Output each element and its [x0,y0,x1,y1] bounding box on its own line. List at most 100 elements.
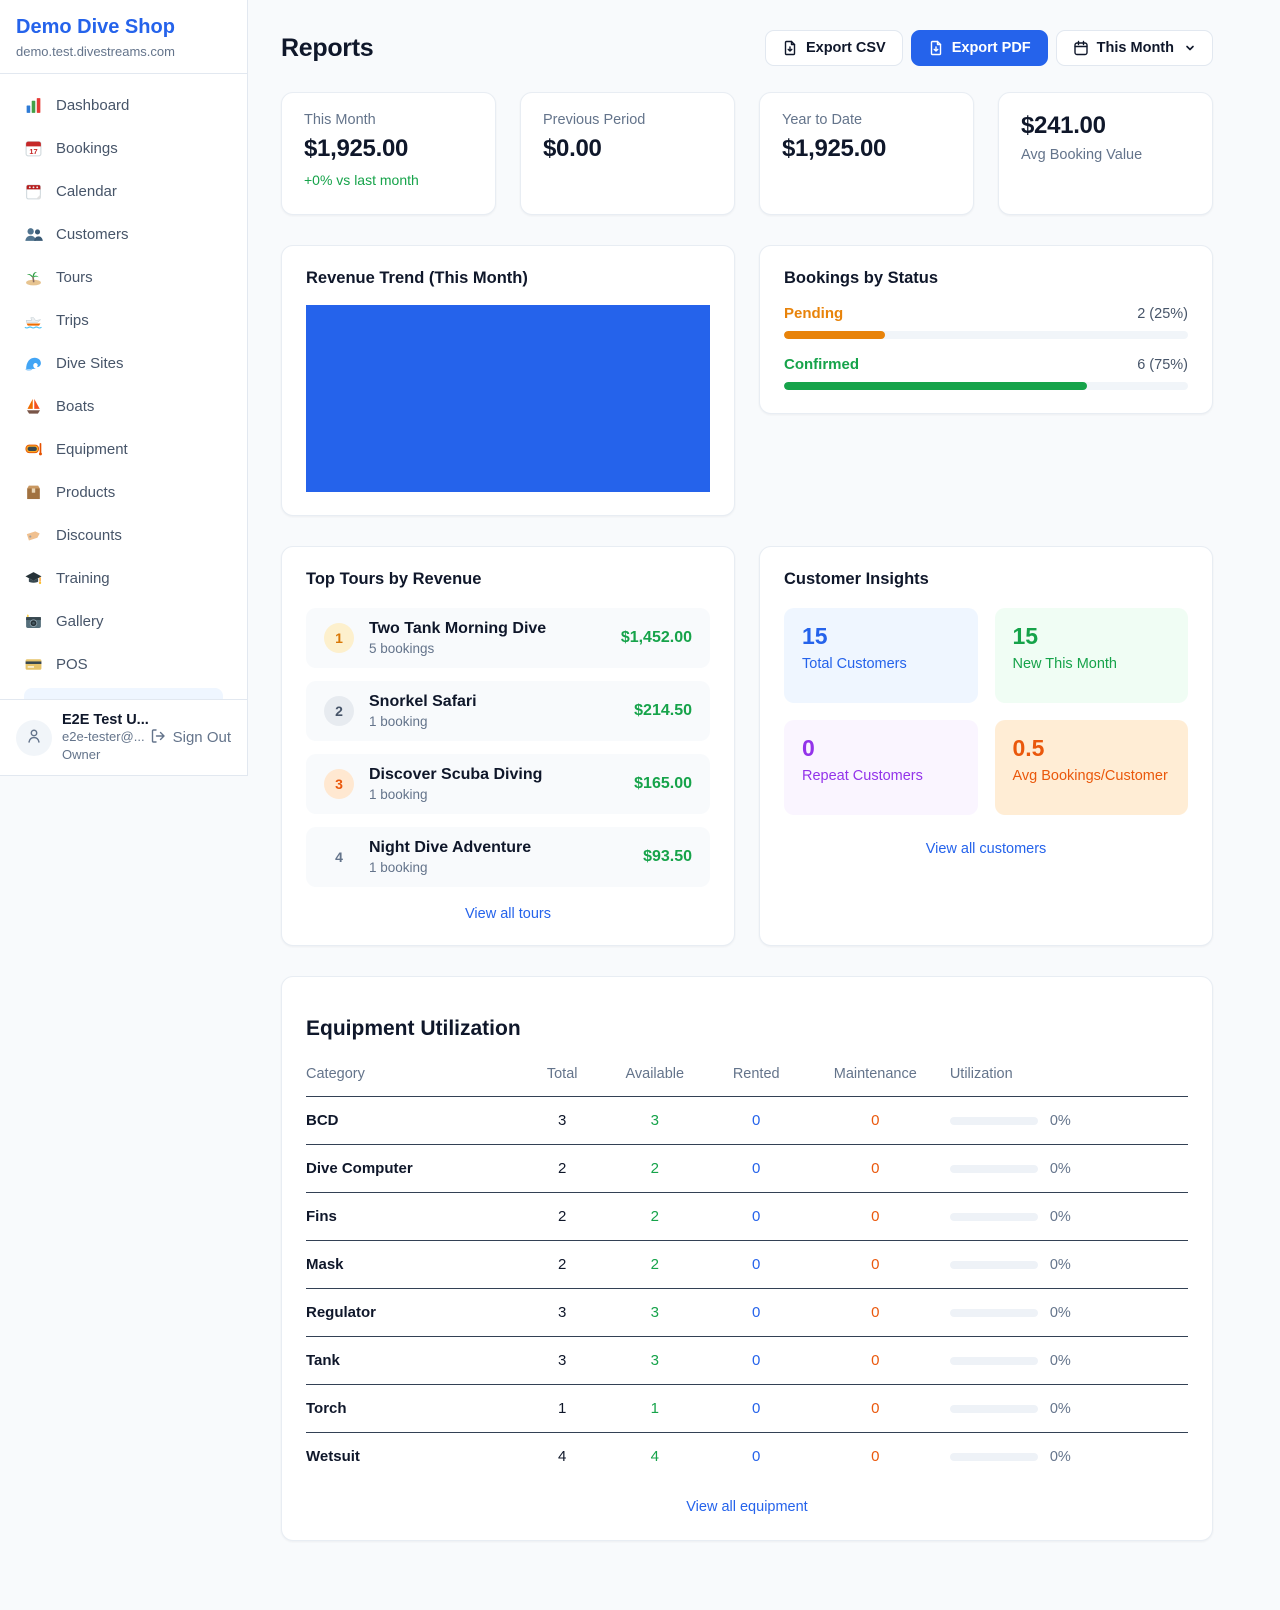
stat-card-avg-booking-value: $241.00 Avg Booking Value [998,92,1213,215]
user-icon [25,727,43,748]
sidebar: Demo Dive Shop demo.test.divestreams.com… [0,0,248,776]
utilization-text: 0% [1049,1208,1071,1225]
tile-value: 0.5 [1012,735,1045,761]
brand-name[interactable]: Demo Dive Shop [16,16,175,38]
cell-total: 3 [526,1336,606,1386]
tile-label: Total Customers [802,656,907,672]
tour-revenue: $1,452.00 [620,629,692,646]
utilization-text: 0% [1049,1256,1071,1273]
column-header-rented: Rented [711,1060,809,1098]
tour-revenue: $93.50 [643,848,692,865]
sidebar-item-label: Discounts [56,526,122,544]
customers-icon [24,225,43,244]
view-all-tours-link[interactable]: View all tours [465,906,551,922]
sidebar-item-gallery[interactable]: Gallery [12,600,235,643]
utilization-text: 0% [1049,1304,1071,1321]
insight-tile-total-customers: 15 Total Customers [784,608,978,703]
sign-out-button[interactable]: Sign Out [150,728,231,748]
cell-available: 2 [605,1144,712,1194]
sidebar-item-reports-active[interactable] [24,688,223,699]
sidebar-item-bookings[interactable]: 17 Bookings [12,127,235,170]
view-all-equipment-link[interactable]: View all equipment [686,1499,808,1516]
column-header-maintenance: Maintenance [808,1060,950,1098]
sidebar-item-customers[interactable]: Customers [12,213,235,256]
sidebar-item-trips[interactable]: Trips [12,299,235,342]
stats-row: This Month $1,925.00 +0% vs last month Prev… [281,92,1213,215]
export-pdf-button[interactable]: Export PDF [910,30,1048,66]
stat-label: This Month [304,112,376,128]
products-icon [24,483,43,502]
stat-value: $1,925.00 [304,135,409,162]
period-dropdown[interactable]: This Month [1055,30,1213,66]
sidebar-item-training[interactable]: Training [12,557,235,600]
stat-card-year-to-date: Year to Date $1,925.00 [759,92,974,215]
utilization-bar [949,1212,1038,1221]
cell-category: Regulator [306,1288,527,1338]
sidebar-item-equipment[interactable]: Equipment [12,428,235,471]
sidebar-item-products[interactable]: Products [12,471,235,514]
tour-rank-badge: 3 [324,769,354,799]
user-name: E2E Test U... [62,711,149,728]
sidebar-item-label: Products [56,483,116,501]
cell-maintenance: 0 [808,1384,950,1434]
cell-total: 3 [526,1096,606,1146]
cell-rented: 0 [711,1096,809,1146]
sidebar-item-label: Calendar [56,182,117,200]
equipment-icon [24,440,43,459]
column-header-total: Total [526,1060,606,1098]
cell-utilization: 0% [949,1288,1188,1338]
stat-label: Year to Date [782,112,863,128]
table-row-bcd: BCD 3 3 0 0 0% [306,1096,1188,1146]
tour-bookings: 1 booking [369,714,428,729]
sidebar-item-calendar[interactable]: Calendar [12,170,235,213]
sidebar-item-label: Customers [56,225,129,243]
sidebar-item-tours[interactable]: Tours [12,256,235,299]
cell-available: 3 [605,1336,712,1386]
cell-total: 2 [526,1240,606,1290]
cell-maintenance: 0 [871,1448,880,1466]
tour-bookings: 1 booking [369,860,428,875]
cell-utilization: 0% [949,1336,1188,1386]
utilization-bar [949,1260,1038,1269]
cell-category: Mask [306,1240,527,1290]
utilization-text: 0% [1049,1448,1071,1465]
calendar-icon [1073,40,1089,56]
boats-icon [24,397,43,416]
sidebar-item-label: POS [56,655,88,673]
gallery-icon [24,612,43,631]
table-row-mask: Mask 2 2 0 0 0% [306,1240,1188,1290]
cell-rented: 0 [711,1192,809,1242]
equipment-title: Equipment Utilization [306,1017,521,1041]
insight-tile-avg-bookings-customer: 0.5 Avg Bookings/Customer [994,720,1188,815]
view-all-customers-link[interactable]: View all customers [925,841,1047,857]
sidebar-item-label: Tours [56,268,93,286]
cell-utilization: 0% [949,1384,1188,1434]
cell-maintenance: 0 [808,1240,950,1290]
tile-label: Repeat Customers [802,768,923,784]
sidebar-item-pos[interactable]: POS [12,643,235,686]
sidebar-item-dive-sites[interactable]: Dive Sites [12,342,235,385]
stat-label: Previous Period [543,112,646,128]
cell-utilization: 0% [949,1192,1188,1242]
cell-utilization: 0% [949,1096,1188,1146]
sign-out-icon [150,728,166,748]
utilization-bar [949,1404,1038,1413]
cell-available: 2 [605,1240,712,1290]
cell-rented: 0 [752,1448,761,1466]
export-csv-button[interactable]: Export CSV [764,30,903,66]
stat-value: $241.00 [1021,112,1106,139]
cell-total: 2 [526,1192,606,1242]
cell-maintenance: 0 [808,1288,950,1338]
sidebar-item-dashboard[interactable]: Dashboard [12,84,235,127]
dive-sites-icon [24,354,43,373]
tour-row-3: 3 Discover Scuba Diving 1 booking $165.00 [306,754,710,814]
sidebar-item-label: Dashboard [56,96,130,114]
avatar [16,719,52,756]
tile-value: 15 [802,623,828,649]
status-progress-fill [784,331,885,339]
sidebar-item-boats[interactable]: Boats [12,385,235,428]
file-download-icon [782,40,798,56]
status-count: 6 (75%) [1137,357,1188,373]
sidebar-item-discounts[interactable]: Discounts [12,514,235,557]
cell-total: 4 [558,1448,567,1466]
